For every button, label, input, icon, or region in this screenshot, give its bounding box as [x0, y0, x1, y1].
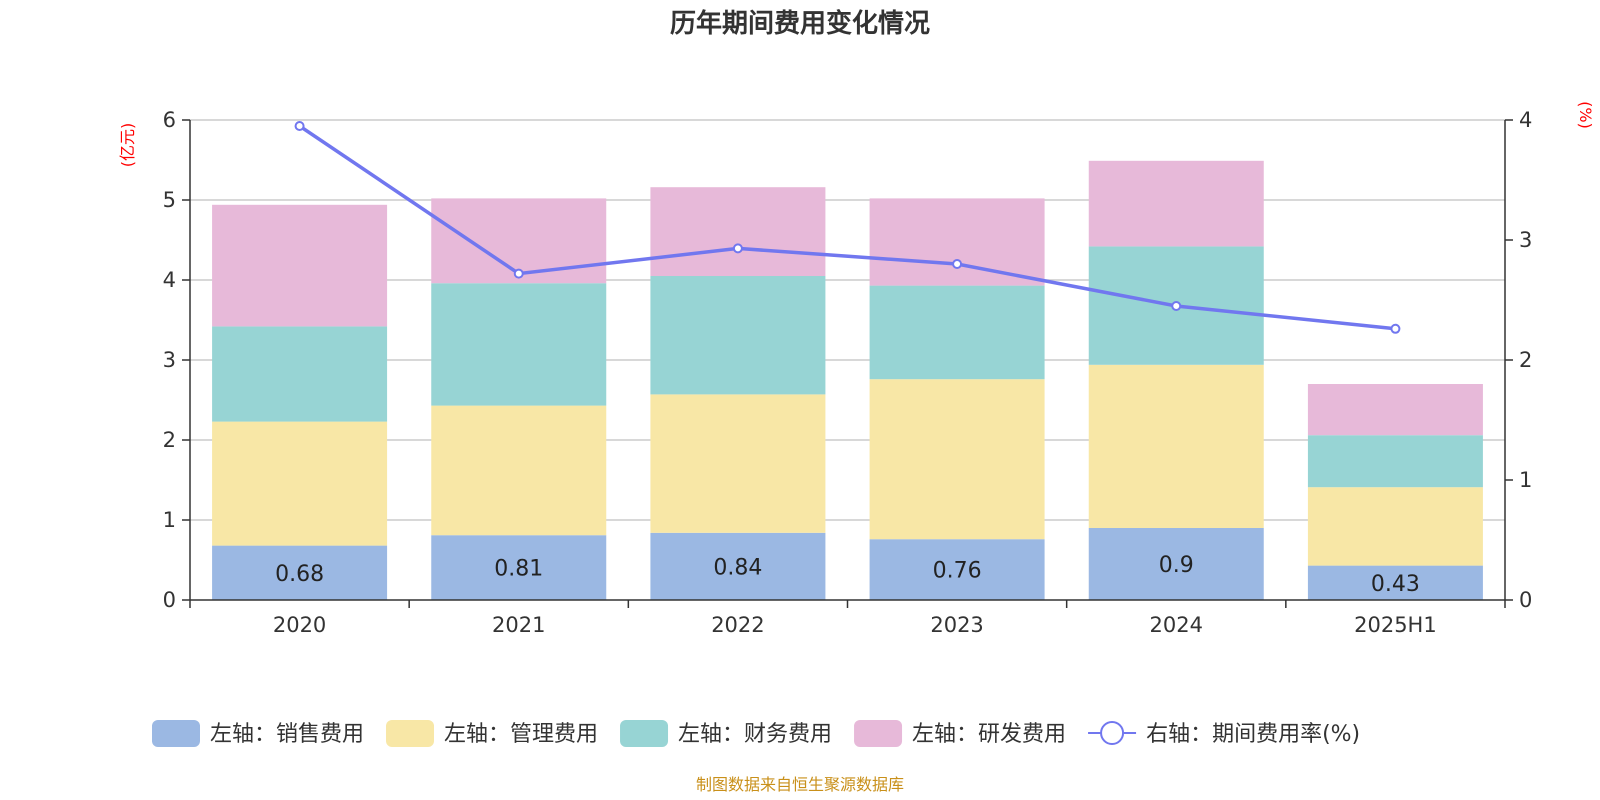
- right-axis-tick-label: 1: [1519, 468, 1532, 492]
- bar-segment: [650, 394, 826, 533]
- bar-segment: [869, 285, 1045, 380]
- bar-segment: [1088, 364, 1264, 528]
- left-axis-tick-label: 6: [163, 108, 176, 132]
- x-axis-category-label: 2024: [1150, 613, 1203, 637]
- right-axis-tick-label: 4: [1519, 108, 1532, 132]
- left-axis-tick-label: 0: [163, 588, 176, 612]
- bar-segment: [1307, 384, 1483, 436]
- right-axis-tick-label: 2: [1519, 348, 1532, 372]
- bar-segment: [1307, 435, 1483, 488]
- right-axis-tick-label: 3: [1519, 228, 1532, 252]
- bar-segment: [869, 379, 1045, 540]
- legend-label: 左轴：管理费用: [444, 722, 598, 747]
- chart-title: 历年期间费用变化情况: [670, 8, 930, 39]
- line-point: [1390, 323, 1401, 334]
- legend-label: 左轴：研发费用: [912, 722, 1066, 747]
- left-axis-tick-label: 2: [163, 428, 176, 452]
- bar-segment: [869, 198, 1045, 286]
- x-axis-category-label: 2020: [273, 613, 326, 637]
- line-point: [1171, 301, 1182, 311]
- legend: 左轴：销售费用 左轴：管理费用 左轴：财务费用 左轴：研发费用 右轴：期间费用率(%): [152, 720, 1360, 747]
- legend-swatch: [854, 720, 903, 747]
- bar-segment: [212, 204, 388, 327]
- legend-swatch: [386, 720, 435, 747]
- bar-segment: [1307, 487, 1483, 566]
- line-point: [952, 259, 963, 269]
- left-axis-tick-label: 1: [163, 508, 176, 532]
- data-label: 0.84: [713, 555, 762, 580]
- right-axis-unit: (%): [1576, 101, 1595, 129]
- left-axis-tick-label: 3: [163, 348, 176, 372]
- bar-segment: [650, 276, 826, 395]
- line-series: [294, 121, 1401, 334]
- bar-segment: [212, 326, 388, 422]
- data-label: 0.68: [275, 562, 324, 587]
- legend-label: 左轴：销售费用: [210, 722, 364, 747]
- x-axis-category-label: 2023: [930, 613, 983, 637]
- axes: 0 1 2 3 4 5 6 0 1 2 3 4 2020 2021 2022 2023 2024 2025H1: [163, 108, 1533, 637]
- line-point: [513, 268, 524, 279]
- x-axis-category-label: 2021: [492, 613, 545, 637]
- bar-segment: [431, 405, 607, 536]
- legend-marker-icon: [1100, 721, 1125, 745]
- x-axis-category-label: 2025H1: [1354, 613, 1437, 637]
- data-labels: 0.68 0.81 0.84 0.76 0.9 0.43: [275, 553, 1420, 597]
- data-label: 0.43: [1371, 572, 1420, 597]
- line-point: [732, 243, 743, 254]
- legend-label: 右轴：期间费用率(%): [1146, 722, 1360, 747]
- left-axis-unit: (亿元): [118, 123, 137, 168]
- left-axis-tick-label: 5: [163, 188, 176, 212]
- x-axis-category-label: 2022: [711, 613, 764, 637]
- bar-segment: [431, 535, 607, 600]
- right-axis-tick-label: 0: [1519, 588, 1532, 612]
- bar-series: [212, 160, 1483, 600]
- bar-segment: [431, 283, 607, 406]
- line-path: [298, 124, 1396, 331]
- bar-segment: [869, 539, 1045, 600]
- data-label: 0.81: [494, 557, 543, 582]
- bar-segment: [212, 421, 388, 546]
- data-label: 0.9: [1159, 553, 1194, 578]
- bar-segment: [650, 532, 826, 600]
- bar-segment: [1307, 565, 1483, 600]
- bar-segment: [212, 545, 388, 600]
- line-point: [294, 121, 305, 131]
- bar-segment: [1088, 528, 1264, 600]
- bar-segment: [650, 187, 826, 276]
- left-axis-tick-label: 4: [163, 268, 176, 292]
- legend-swatch: [620, 720, 669, 747]
- data-label: 0.76: [933, 559, 982, 584]
- bar-segment: [1088, 160, 1264, 247]
- source-note: 制图数据来自恒生聚源数据库: [696, 775, 904, 794]
- legend-label: 左轴：财务费用: [678, 722, 832, 747]
- legend-swatch: [152, 720, 200, 747]
